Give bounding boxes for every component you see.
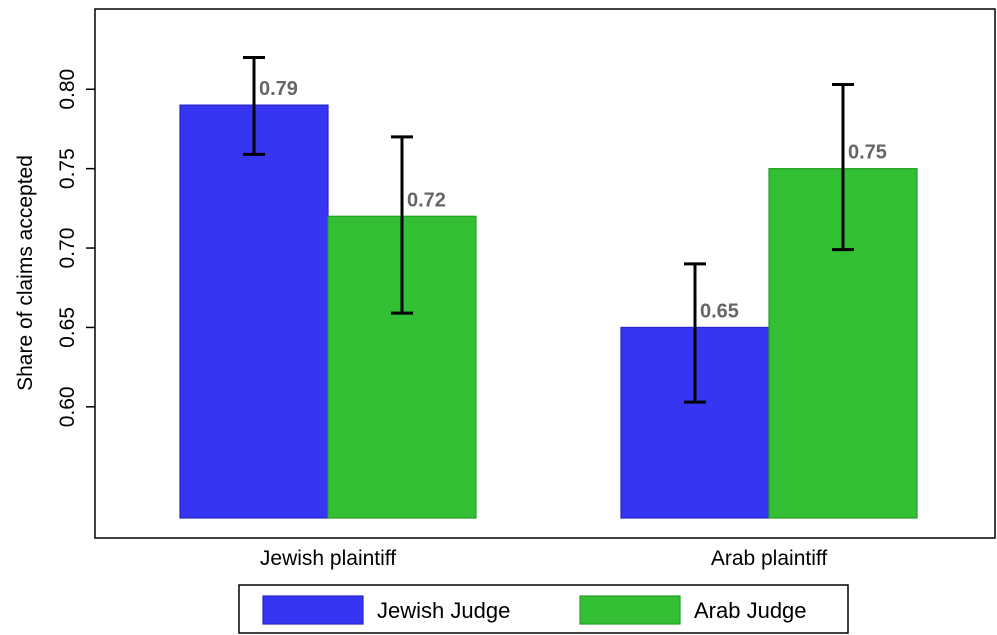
data-label: 0.65	[700, 300, 739, 322]
bar-jewish-judge	[179, 104, 329, 519]
bars-group	[179, 104, 918, 519]
error-bars-group	[243, 55, 854, 404]
legend-label: Jewish Judge	[377, 598, 510, 623]
y-axis: 0.60 0.65 0.70 0.75 0.80	[56, 69, 95, 427]
data-label: 0.75	[848, 142, 887, 164]
data-label: 0.79	[259, 78, 298, 100]
x-axis: Jewish plaintiff Arab plaintiff	[260, 547, 827, 570]
legend-swatch	[579, 595, 681, 625]
y-tick-label: 0.75	[56, 148, 79, 189]
y-axis-title: Share of claims accepted	[14, 155, 37, 391]
legend: Jewish Judge Arab Judge	[238, 584, 849, 634]
data-label: 0.72	[407, 189, 446, 211]
y-tick-label: 0.70	[56, 228, 79, 269]
x-category-label: Jewish plaintiff	[260, 547, 396, 570]
legend-label: Arab Judge	[694, 598, 807, 623]
y-tick-label: 0.65	[56, 307, 79, 348]
plot-area	[94, 8, 996, 539]
y-tick-label: 0.60	[56, 386, 79, 427]
x-category-label: Arab plaintiff	[711, 547, 828, 570]
y-tick-label: 0.80	[56, 69, 79, 110]
legend-swatch	[262, 595, 364, 625]
data-labels-group: 0.79 0.65 0.72 0.75	[259, 78, 887, 322]
